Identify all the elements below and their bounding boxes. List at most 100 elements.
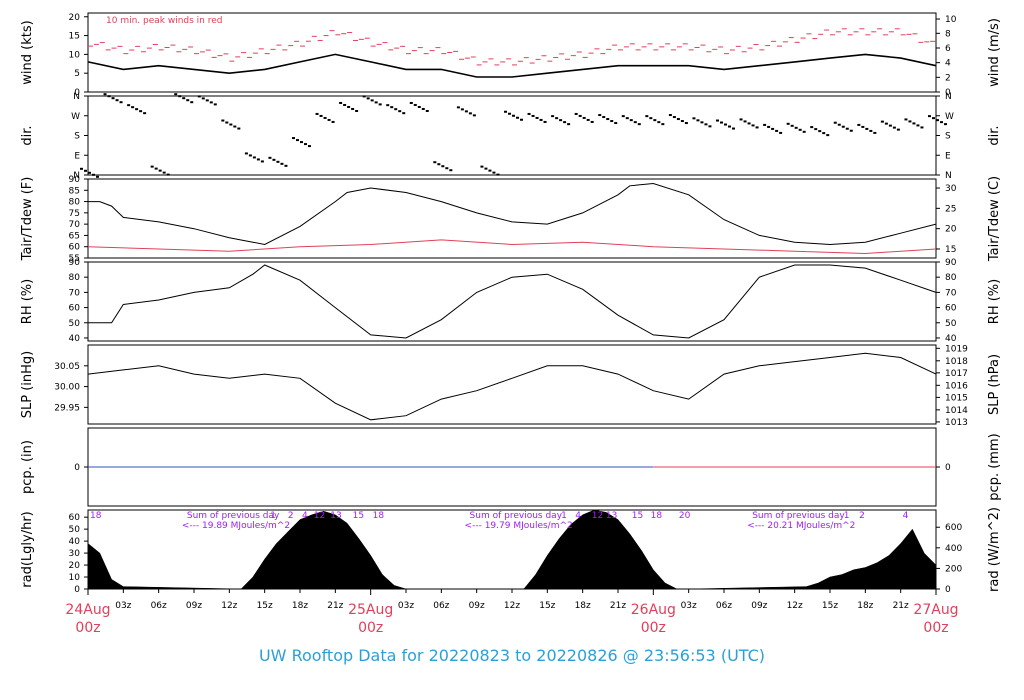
- dir-ytick-label: W: [71, 112, 80, 122]
- slp-ytick-right-label: 1017: [945, 369, 968, 379]
- radiation-hour-mark: 4: [903, 511, 909, 521]
- direction-point: [857, 123, 861, 126]
- direction-point: [468, 112, 472, 115]
- direction-point: [614, 122, 618, 125]
- direction-point: [417, 105, 421, 108]
- slp-ytick-label: 30.05: [54, 362, 80, 372]
- direction-point: [539, 118, 543, 121]
- direction-point: [244, 152, 248, 155]
- direction-point: [657, 121, 661, 124]
- slp-ytick-right-label: 1016: [945, 381, 968, 391]
- wind-ytick-label: 20: [69, 13, 81, 23]
- direction-point: [912, 122, 916, 125]
- direction-point: [178, 95, 182, 98]
- radiation-area: [87, 509, 937, 590]
- direction-point: [516, 116, 519, 119]
- x-tick-label: 15z: [822, 601, 838, 611]
- slp-ytick-label: 30.00: [54, 383, 80, 393]
- rad-ytick-label: 60: [69, 513, 81, 523]
- x-tick-label: 09z: [751, 601, 767, 611]
- direction-point: [186, 99, 190, 102]
- temp-ytick-right-label: 25: [945, 204, 956, 214]
- slp-ytick-right-label: 1013: [945, 418, 968, 428]
- date-time-label: 00z: [641, 620, 666, 636]
- direction-point: [818, 130, 822, 133]
- direction-point: [763, 123, 767, 126]
- direction-point: [197, 95, 201, 98]
- direction-point: [932, 117, 935, 120]
- temp-ytick-label: 75: [69, 209, 80, 219]
- direction-point: [653, 119, 657, 122]
- direction-point: [260, 160, 264, 163]
- direction-point: [460, 108, 464, 111]
- rad-ytick-label: 50: [69, 525, 81, 535]
- dir-ylabel-right: dir.: [987, 125, 1002, 145]
- wind-ylabel-right: wind (m/s): [987, 18, 1002, 87]
- temp-ytick-right-label: 15: [945, 245, 956, 255]
- wind-ylabel-left: wind (kts): [20, 20, 35, 84]
- direction-point: [888, 124, 892, 127]
- direction-point: [158, 169, 162, 172]
- wind-ytick-label: 5: [74, 69, 80, 79]
- direction-point: [201, 97, 205, 100]
- direction-point: [304, 143, 307, 146]
- direction-point: [480, 165, 484, 168]
- date-time-label: 00z: [923, 620, 948, 636]
- direction-point: [724, 123, 727, 126]
- direction-point: [150, 165, 154, 168]
- direction-point: [661, 123, 665, 126]
- direction-point: [775, 129, 779, 132]
- wind-panel: wind (kts) wind (m/s) 0 5 10 15 20 0 2 4 6 8 10 10 mi…: [20, 12, 1002, 98]
- direction-point: [96, 175, 99, 178]
- rad-ytick-right-label: 400: [945, 544, 962, 554]
- direction-point: [578, 114, 582, 117]
- temp-series-tair: [88, 182, 937, 246]
- rad-ytick-right-label: 600: [945, 523, 962, 533]
- direction-point: [551, 115, 555, 118]
- direction-point: [127, 104, 131, 107]
- direction-point: [143, 112, 147, 115]
- radiation-hour-mark: 1: [270, 511, 276, 521]
- direction-point: [696, 119, 700, 122]
- direction-point: [598, 114, 602, 117]
- direction-point: [700, 121, 704, 124]
- direction-point: [390, 106, 394, 109]
- dir-ytick-label: N: [73, 92, 80, 102]
- direction-point: [308, 145, 311, 148]
- direction-point: [319, 114, 323, 117]
- direction-point: [629, 119, 633, 122]
- x-tick-label: 18z: [575, 601, 591, 611]
- direction-point: [80, 167, 83, 170]
- direction-point: [343, 103, 347, 106]
- slp-ytick-right-label: 1015: [945, 393, 968, 403]
- direction-point: [284, 164, 288, 167]
- direction-point: [743, 120, 747, 123]
- direction-point: [103, 93, 107, 96]
- x-tick-label: 06z: [433, 601, 449, 611]
- direction-point: [849, 129, 853, 132]
- temp-series-tdew: [87, 239, 937, 255]
- direction-point: [555, 117, 559, 120]
- wind-ytick-right-label: 8: [945, 29, 951, 39]
- direction-point: [944, 123, 947, 126]
- direction-point: [472, 114, 476, 117]
- direction-point: [692, 117, 696, 120]
- date-label: 25Aug: [348, 602, 393, 618]
- radiation-hour-mark: 13: [330, 511, 341, 521]
- direction-point: [166, 173, 170, 176]
- radiation-sum-value: <--- 19.79 MJoules/m^2: [465, 521, 573, 531]
- rh-ytick-right-label: 70: [945, 288, 957, 298]
- radiation-hour-mark: 13: [606, 511, 617, 521]
- direction-point: [833, 121, 837, 124]
- dir-ytick-label: S: [74, 132, 80, 142]
- radiation-hour-mark: 12: [592, 511, 603, 521]
- direction-point: [119, 101, 123, 104]
- direction-point: [826, 134, 830, 137]
- rad-ytick-right-label: 0: [945, 585, 951, 595]
- direction-point: [798, 128, 802, 131]
- direction-point: [464, 110, 468, 113]
- direction-point: [339, 101, 343, 104]
- radiation-hour-mark: 18: [90, 511, 102, 521]
